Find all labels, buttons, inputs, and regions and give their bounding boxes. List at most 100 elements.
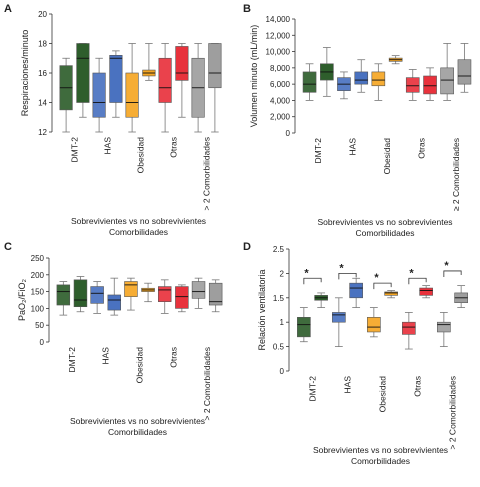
panel-a-box: [208, 43, 222, 89]
panel-c-x-tick-label: > 2 Comorbilidades: [202, 347, 212, 420]
panel-d-box: [332, 312, 346, 323]
panel-b-x-title-line2: Comorbilidades: [355, 228, 414, 238]
panel-a-box: [125, 72, 139, 118]
panel-d-x-tick-label: HAS: [343, 376, 353, 394]
panel-d-letter: D: [243, 241, 251, 253]
panel-d-sig-star: *: [409, 267, 414, 279]
panel-a-y-tick-label: 18: [38, 40, 47, 49]
panel-b-y-tick-label: 8,000: [270, 64, 291, 73]
panel-c-y-tick-label: 0: [40, 338, 45, 347]
panel-c-x-tick-label: HAS: [101, 347, 111, 365]
panel-c-box: [73, 279, 88, 308]
panel-d-y-tick-label: 0: [280, 367, 285, 376]
panel-d-box: [297, 317, 311, 338]
panel-b-box: [405, 77, 420, 93]
panel-d-box: [437, 321, 451, 333]
panel-c-y-tick-label: 100: [31, 304, 45, 313]
panel-d-box: [384, 291, 398, 296]
panel-b-x-tick-label: DMT-2: [313, 138, 323, 164]
panel-c-y-tick-label: 200: [31, 271, 45, 280]
panel-d-x-tick-label: Obesidad: [378, 376, 388, 413]
panel-b-y-tick-label: 6,000: [270, 80, 291, 89]
panel-d-sig-bracket: [338, 273, 357, 280]
panel-d-sig-star: *: [374, 272, 379, 284]
panel-d-box: [402, 321, 416, 335]
panel-a-box: [109, 54, 123, 103]
panel-c-y-tick-label: 50: [35, 321, 44, 330]
panel-b-y-tick-label: 14,000: [266, 15, 291, 24]
panel-d-box: [349, 282, 363, 299]
panel-a-y-label: Respiraciones/minuto: [20, 30, 30, 117]
panel-a-x-tick-label: HAS: [103, 137, 113, 155]
panel-d-y-tick-label: 0.5: [273, 343, 285, 352]
panel-b-y-tick-label: 12,000: [266, 31, 291, 40]
panel-c-box: [175, 286, 189, 309]
panel-c-y-label: PaO₂/FiO₂: [17, 278, 27, 321]
panel-d-sig-star: *: [304, 267, 309, 279]
panel-b-y-label: Volumen minuto (mL/min): [249, 25, 259, 128]
panel-a-y-tick-label: 14: [38, 99, 47, 108]
panel-d-y-tick-label: 2: [280, 269, 285, 278]
panel-d-y-tick-label: 1: [280, 318, 285, 327]
panel-b-x-tick-label: Obesidad: [382, 138, 392, 175]
panel-c-y-tick-label: 250: [31, 254, 45, 263]
panel-d-box: [367, 317, 381, 333]
panel-b-x-tick-label: Otras: [416, 138, 426, 159]
panel-b-box: [457, 59, 472, 85]
panel-a-x-title-line1: Sobrevivientes vs no sobrevivientes: [71, 216, 206, 226]
panel-d-sig-bracket: [303, 277, 322, 285]
panel-b-box: [354, 71, 369, 85]
panel-c-box: [124, 281, 138, 297]
panel-d-y-label: Relación ventilatoria: [257, 269, 267, 350]
panel-d-sig-star: *: [339, 262, 344, 274]
panel-d-x-tick-label: > 2 Comorbilidades: [448, 376, 458, 449]
panel-b-letter: B: [243, 3, 251, 15]
panel-b-y-tick-label: 4,000: [270, 96, 291, 105]
panel-a-box: [158, 57, 172, 103]
panel-c-x-title-line1: Sobrevivientes vs no sobrevivientes: [70, 416, 205, 426]
panel-a-box: [76, 43, 90, 103]
panel-c-y-tick-label: 150: [31, 288, 45, 297]
panel-b-x-tick-label: HAS: [348, 138, 358, 156]
panel-b-box: [371, 71, 386, 87]
panel-c-box: [90, 286, 104, 304]
panel-c-box: [107, 294, 121, 311]
panel-d-sig-bracket: [373, 282, 392, 290]
panel-b-x-title-line1: Sobrevivientes vs no sobrevivientes: [317, 217, 452, 227]
panel-b-box: [440, 67, 454, 95]
panel-d-y-tick-label: 1.5: [273, 294, 285, 303]
panel-d-box: [419, 287, 433, 296]
panel-d-y-tick-label: 2.5: [273, 245, 285, 254]
panel-c-box: [158, 286, 172, 302]
panel-c-x-tick-label: DMT-2: [67, 347, 77, 373]
panel-b-y-tick-label: 2,000: [270, 113, 291, 122]
panel-c-letter: C: [4, 241, 12, 253]
panel-c-x-tick-label: Obesidad: [135, 347, 145, 384]
panel-c-box: [191, 281, 206, 299]
panel-d-sig-star: *: [444, 260, 449, 272]
panel-d-sig-bracket: [408, 277, 427, 285]
panel-b-y-tick-label: 10,000: [266, 48, 291, 57]
panel-a-x-tick-label: Otras: [169, 137, 179, 158]
panel-a-letter: A: [4, 3, 12, 15]
panel-b-box: [423, 75, 437, 95]
panel-b-y-tick-label: 0: [286, 129, 291, 138]
panel-a-y-tick-label: 12: [38, 128, 47, 137]
panel-a-x-title-line2: Comorbilidades: [109, 227, 168, 237]
panel-d-x-tick-label: DMT-2: [308, 376, 318, 402]
panel-a-x-tick-label: Obesidad: [136, 137, 146, 174]
panel-a-box: [175, 46, 189, 81]
panel-d-x-title-line2: Comorbilidades: [351, 456, 410, 466]
panel-b-box: [302, 71, 317, 93]
panel-a-box: [92, 72, 106, 118]
panel-d-x-title-line1: Sobrevivientes vs no sobrevivientes: [313, 445, 448, 455]
panel-c-x-tick-label: Otras: [168, 347, 178, 368]
panel-a-x-tick-label: > 2 Comorbilidades: [202, 137, 212, 210]
panel-a-y-tick-label: 20: [38, 10, 47, 19]
panel-b-x-tick-label: ≥ 2 Comorbilidades: [451, 138, 461, 211]
panel-d-sig-bracket: [443, 270, 462, 277]
panel-c-box: [208, 282, 223, 306]
panel-a-x-tick-label: DMT-2: [70, 137, 80, 163]
panel-a-y-tick-label: 16: [38, 69, 47, 78]
